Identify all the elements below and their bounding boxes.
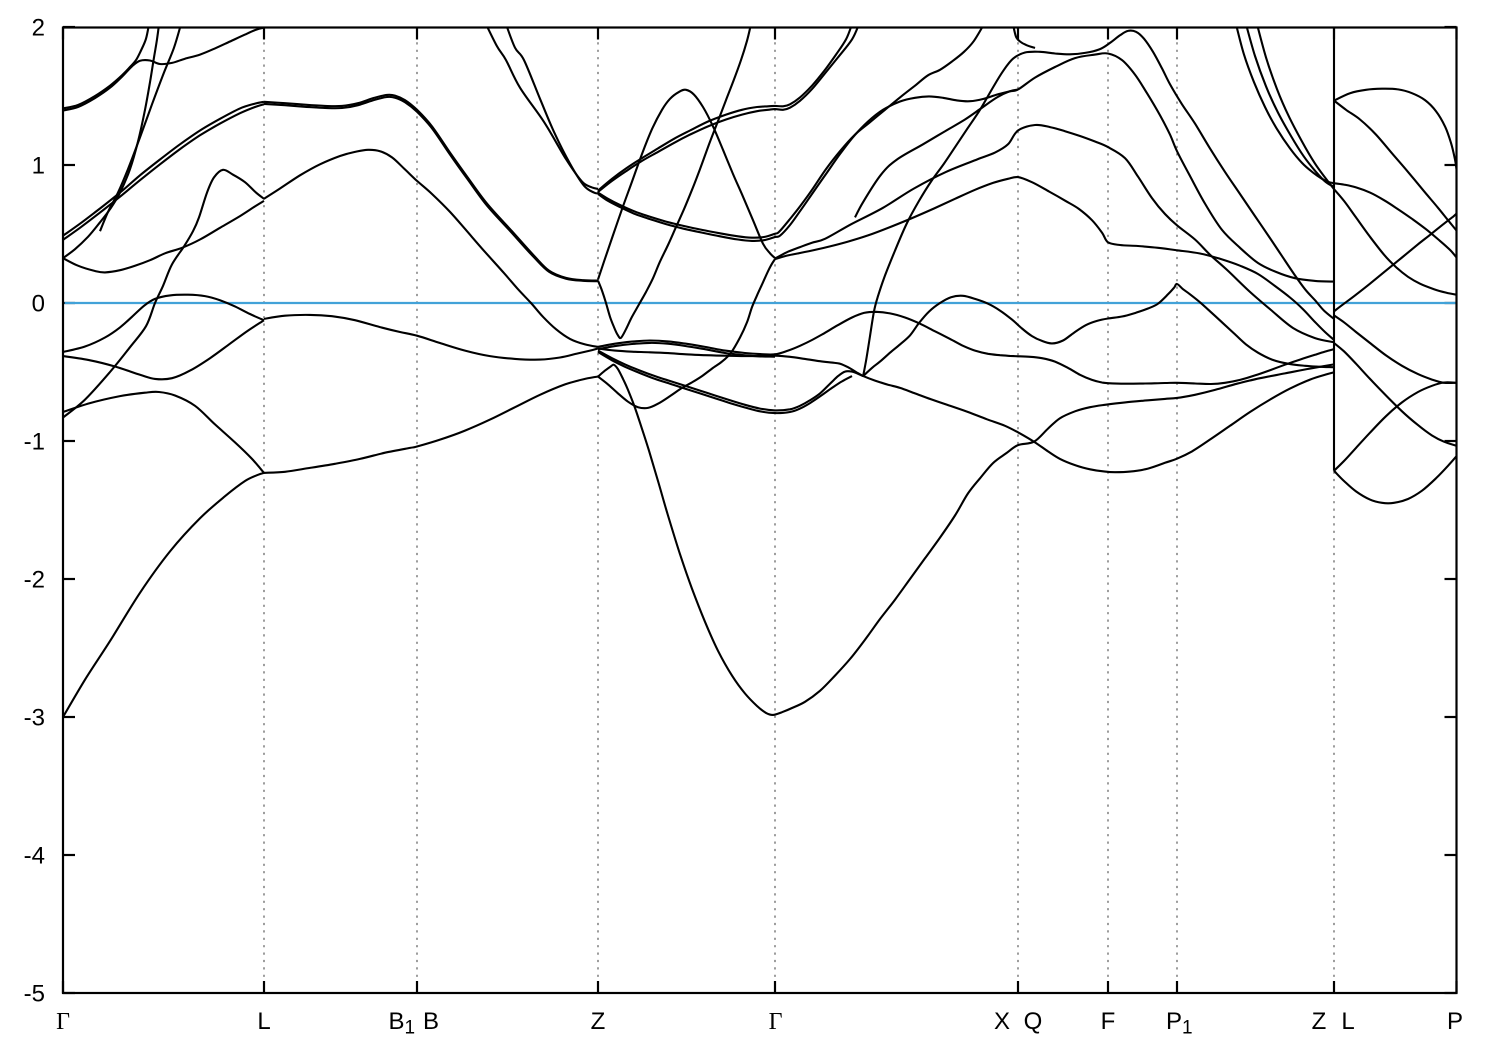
svg-text:Γ: Γ	[769, 1009, 783, 1035]
svg-text:-3: -3	[24, 705, 45, 732]
svg-text:Z: Z	[591, 1008, 606, 1035]
svg-text:-1: -1	[24, 429, 45, 456]
svg-text:-5: -5	[24, 981, 45, 1008]
svg-text:Q: Q	[1024, 1008, 1043, 1035]
svg-text:-4: -4	[24, 843, 45, 870]
svg-text:2: 2	[32, 15, 45, 42]
svg-text:1: 1	[32, 153, 45, 180]
svg-text:X: X	[994, 1008, 1010, 1035]
svg-text:Z: Z	[1312, 1008, 1327, 1035]
svg-text:F: F	[1101, 1008, 1116, 1035]
svg-text:-2: -2	[24, 567, 45, 594]
svg-text:L: L	[257, 1008, 270, 1035]
svg-text:Γ: Γ	[56, 1009, 70, 1035]
svg-text:P: P	[1447, 1008, 1463, 1035]
svg-text:0: 0	[32, 291, 45, 318]
svg-text:L: L	[1341, 1008, 1354, 1035]
svg-text:B: B	[423, 1008, 439, 1035]
